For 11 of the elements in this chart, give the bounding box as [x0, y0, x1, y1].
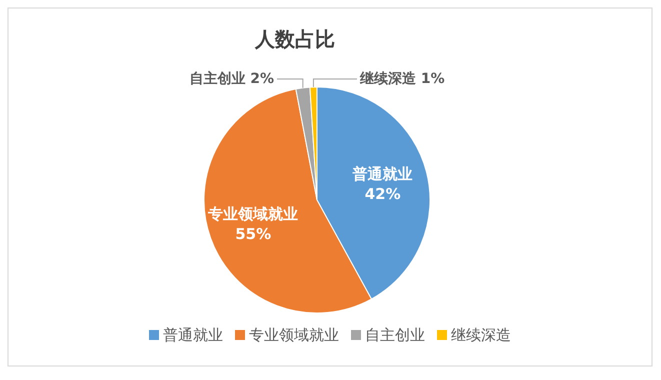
legend-label: 普通就业 [163, 326, 223, 344]
legend-label: 专业领域就业 [249, 326, 339, 344]
chart-title: 人数占比 [254, 27, 335, 51]
category-label: 自主创业 2% [189, 71, 274, 87]
legend-label: 继续深造 [451, 326, 511, 344]
legend-label: 自主创业 [365, 326, 425, 344]
data-label: 55% [235, 224, 272, 243]
slice-label: 普通就业 [352, 165, 413, 184]
category-label: 继续深造 1% [360, 71, 445, 87]
slice-label: 专业领域就业 [207, 204, 298, 223]
data-label: 42% [364, 185, 401, 204]
